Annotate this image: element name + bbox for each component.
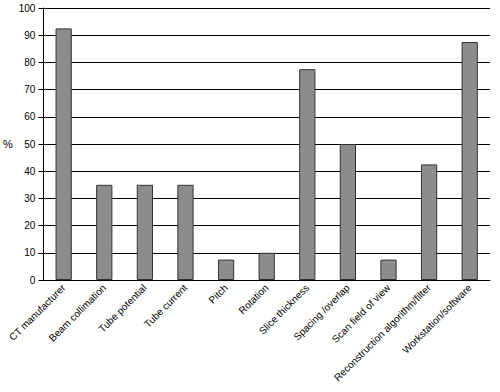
svg-text:100: 100 — [19, 3, 36, 14]
svg-text:%: % — [3, 138, 13, 150]
svg-text:60: 60 — [24, 111, 36, 122]
svg-text:Tube potential: Tube potential — [96, 282, 148, 334]
svg-text:30: 30 — [24, 193, 36, 204]
svg-text:80: 80 — [24, 57, 36, 68]
svg-text:CT manufacturer: CT manufacturer — [6, 282, 68, 343]
svg-text:40: 40 — [24, 166, 36, 177]
svg-text:Beam collimation: Beam collimation — [47, 282, 109, 344]
svg-text:Workstation/software: Workstation/software — [400, 282, 474, 356]
svg-text:Scan field of view: Scan field of view — [329, 282, 393, 345]
svg-text:50: 50 — [24, 139, 36, 150]
svg-text:Spacing /overlap: Spacing /overlap — [291, 282, 352, 343]
svg-text:Pitch: Pitch — [206, 282, 229, 305]
svg-text:20: 20 — [24, 220, 36, 231]
svg-text:Reconstruction algorithm/filte: Reconstruction algorithm/filter — [331, 282, 433, 384]
svg-text:Slice thickness: Slice thickness — [256, 282, 312, 337]
svg-text:0: 0 — [30, 275, 36, 286]
svg-text:Rotation: Rotation — [236, 282, 270, 316]
svg-text:70: 70 — [24, 84, 36, 95]
svg-text:90: 90 — [24, 30, 36, 41]
svg-text:10: 10 — [24, 247, 36, 258]
svg-text:Tube current: Tube current — [142, 282, 190, 330]
